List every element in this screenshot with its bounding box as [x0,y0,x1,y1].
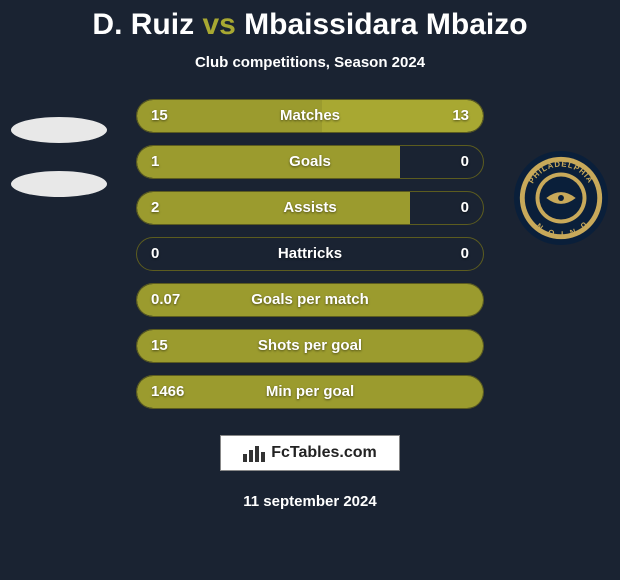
stat-label: Matches [137,100,483,132]
watermark: FcTables.com [0,435,620,471]
stat-row: 15Shots per goal [136,329,484,363]
stat-row: 2Assists0 [136,191,484,225]
left-logo-column [0,99,118,419]
stat-label: Shots per goal [137,330,483,362]
stat-row: 0.07Goals per match [136,283,484,317]
stat-label: Assists [137,192,483,224]
stat-value-right: 0 [461,238,469,270]
page-title: D. Ruiz vs Mbaissidara Mbaizo [0,8,620,42]
watermark-box: FcTables.com [220,435,400,471]
stat-value-right: 13 [452,100,469,132]
vs-text: vs [202,8,235,41]
right-logo-column: PHILADELPHIA U N I O N [502,99,620,419]
stat-label: Goals per match [137,284,483,316]
stats-bars: 15Matches131Goals02Assists00Hattricks00.… [136,99,484,421]
philadelphia-union-logo: PHILADELPHIA U N I O N [512,149,610,247]
player2-name: Mbaissidara Mbaizo [244,8,527,41]
subtitle: Club competitions, Season 2024 [0,54,620,71]
stat-row: 1466Min per goal [136,375,484,409]
stat-value-right: 0 [461,192,469,224]
bar-chart-icon [243,444,265,462]
date-line: 11 september 2024 [0,493,620,510]
club-logo-placeholder [11,117,107,143]
stat-value-right: 0 [461,146,469,178]
stat-row: 15Matches13 [136,99,484,133]
stat-label: Min per goal [137,376,483,408]
comparison-card: D. Ruiz vs Mbaissidara Mbaizo Club compe… [0,0,620,580]
watermark-text: FcTables.com [271,444,377,462]
club-logo-placeholder [11,171,107,197]
stat-row: 1Goals0 [136,145,484,179]
player1-name: D. Ruiz [92,8,194,41]
stat-row: 0Hattricks0 [136,237,484,271]
stat-label: Goals [137,146,483,178]
stat-label: Hattricks [137,238,483,270]
comparison-body: 15Matches131Goals02Assists00Hattricks00.… [0,99,620,419]
